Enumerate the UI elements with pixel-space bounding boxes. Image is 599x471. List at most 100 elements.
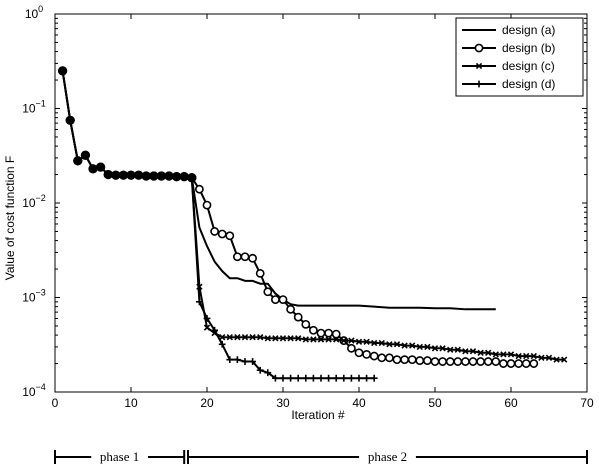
series-layer (58, 66, 568, 382)
plus-marker (249, 358, 256, 365)
legend-label: design (b) (502, 41, 555, 55)
x-tick-label: 40 (352, 396, 366, 410)
x-marker (462, 348, 469, 355)
series-line-0 (61, 70, 496, 311)
plus-marker (203, 315, 211, 322)
series-path (61, 70, 496, 311)
x-marker (523, 352, 530, 360)
x-marker (355, 338, 363, 345)
x-marker (424, 343, 431, 351)
x-marker (439, 345, 446, 352)
series-path (190, 177, 565, 361)
circle-marker (255, 268, 265, 278)
plus-marker (302, 374, 310, 382)
x-marker (431, 345, 439, 352)
dot-marker (149, 171, 159, 181)
series-line-3 (58, 66, 378, 382)
y-tick-label: 10−2 (22, 193, 46, 210)
circle-marker (324, 328, 333, 338)
dot-marker (88, 164, 98, 174)
plus-marker (196, 298, 203, 306)
x-marker (401, 342, 408, 349)
x-marker (272, 335, 279, 342)
x-tick-label: 0 (52, 396, 59, 410)
plus-marker (272, 374, 279, 382)
plus-marker (332, 374, 340, 382)
circle-marker (377, 353, 387, 363)
dot-marker (172, 172, 182, 182)
dot-marker (80, 150, 90, 160)
plus-marker (218, 340, 226, 348)
legend-entry-3: design (d) (462, 77, 555, 91)
x-tick-label: 30 (276, 396, 290, 410)
dot-marker (156, 171, 166, 181)
x-marker (363, 338, 370, 345)
plus-marker (325, 374, 332, 382)
circle-marker (369, 351, 379, 361)
dot-marker (179, 172, 189, 182)
x-marker (371, 339, 378, 347)
dot-marker (65, 115, 75, 125)
x-marker (279, 335, 287, 342)
x-tick-label: 50 (428, 396, 442, 410)
plus-marker (226, 356, 234, 364)
x-tick-label: 20 (200, 396, 214, 410)
plus-marker (241, 358, 249, 365)
x-marker (447, 346, 454, 353)
circle-marker (286, 304, 295, 314)
x-tick-label: 70 (580, 396, 594, 410)
circle-marker (331, 329, 341, 339)
circle-marker (514, 359, 523, 368)
x-marker (477, 349, 484, 356)
circle-marker (362, 349, 371, 359)
x-marker (234, 334, 241, 341)
dot-marker (134, 170, 144, 180)
y-tick-label: 10−4 (22, 382, 46, 399)
phase-2: phase 2 (187, 449, 588, 464)
circle-marker (460, 357, 470, 366)
x-marker (515, 352, 522, 360)
x-marker (302, 336, 309, 343)
x-marker (561, 356, 568, 363)
circle-marker (453, 357, 463, 366)
circle-marker (225, 231, 235, 241)
plus-marker (363, 374, 370, 382)
axes-layer: 0 10 20 30 40 50 60 70 10−4 10−3 10−2 10−1 100 (22, 4, 594, 410)
circle-marker (293, 312, 303, 322)
circle-marker (521, 359, 531, 368)
circle-marker (232, 252, 242, 262)
circle-marker (240, 252, 250, 262)
circle-marker (301, 319, 311, 329)
plus-marker (310, 374, 317, 382)
x-marker (264, 335, 271, 342)
x-marker (386, 341, 393, 348)
plus-marker (475, 80, 483, 88)
x-marker (538, 354, 545, 361)
circle-marker (263, 287, 273, 297)
dot-marker (126, 170, 136, 180)
circle-marker (483, 357, 493, 366)
x-axis-label: Iteration # (291, 408, 345, 422)
phase-label: phase 2 (368, 449, 407, 464)
circle-marker (346, 343, 356, 353)
circle-marker (202, 200, 212, 210)
dot-marker (103, 169, 113, 180)
x-marker (416, 343, 423, 351)
y-tick-label: 10−3 (22, 288, 46, 305)
dot-marker (96, 162, 106, 172)
plus-marker (256, 366, 264, 374)
plus-marker (348, 374, 355, 382)
x-marker (257, 334, 264, 341)
circle-marker (476, 357, 485, 366)
y-tick-label: 10−1 (22, 99, 46, 116)
circle-marker (491, 357, 501, 366)
plus-marker (294, 374, 302, 382)
x-marker (333, 336, 340, 343)
x-marker (203, 324, 211, 331)
circle-marker (278, 295, 288, 305)
legend-entry-1: design (b) (462, 41, 555, 55)
legend: design (a) design (b) design (c) design (d) (455, 17, 584, 97)
circle-marker (430, 357, 440, 366)
x-marker (500, 351, 507, 358)
